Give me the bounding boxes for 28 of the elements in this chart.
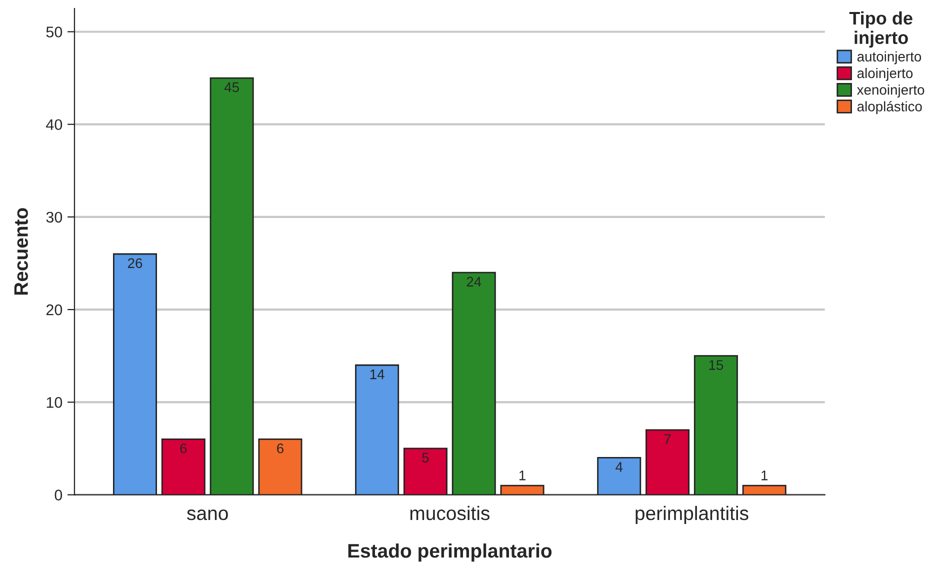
data-label: 4 <box>616 462 623 472</box>
legend-label: aloinjerto <box>857 68 913 81</box>
x-tick-label: perimplantitis <box>636 506 748 524</box>
x-tick-label: sano <box>187 510 228 520</box>
data-label: 14 <box>370 370 384 380</box>
data-label: 45 <box>224 82 239 92</box>
x-tick-label: mucositis <box>410 506 490 520</box>
data-label: 6 <box>180 443 187 454</box>
data-label: 26 <box>128 258 142 268</box>
data-label: 5 <box>422 452 429 463</box>
y-tick-label: 10 <box>46 397 62 408</box>
legend-title: Tipo de injerto <box>849 11 912 48</box>
x-axis-title: Estado perimplantario <box>348 543 552 562</box>
y-tick-label: 0 <box>54 490 62 500</box>
y-tick-label: 40 <box>46 119 62 130</box>
data-label: 15 <box>709 360 724 370</box>
legend-label: xenoinjerto <box>856 84 924 98</box>
y-axis-title: Recuento <box>14 208 28 295</box>
y-tick-label: 20 <box>46 304 62 316</box>
data-label: 1 <box>762 470 768 480</box>
data-label: 7 <box>664 434 671 444</box>
y-tick-label: 50 <box>46 26 62 38</box>
data-label: 6 <box>277 443 284 454</box>
data-label: 1 <box>519 470 526 480</box>
legend-label: autoinjerto <box>857 51 922 64</box>
legend-label: aloplástico <box>857 101 922 114</box>
y-tick-label: 30 <box>46 212 62 223</box>
data-label: 24 <box>466 276 482 286</box>
